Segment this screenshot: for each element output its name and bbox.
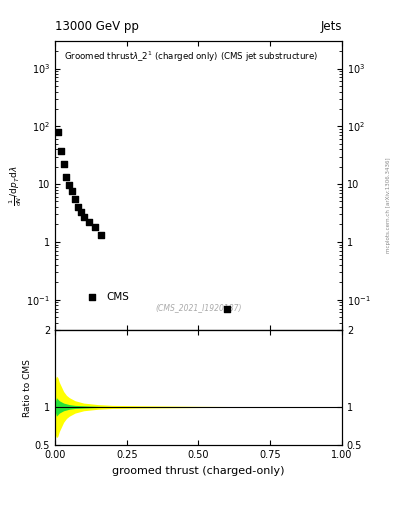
Point [78,208,84,216]
Point [75,203,81,211]
Point [63,173,70,181]
Point [66,181,73,189]
Text: Jets: Jets [320,20,342,33]
Point [92,223,98,231]
Point [89,293,95,302]
Point [58,146,64,155]
Point [55,128,61,136]
Point [61,160,67,168]
Point [224,305,230,313]
Point [86,218,93,226]
Y-axis label: $\frac{1}{\mathrm{d}N} / \mathrm{d}p_T \mathrm{d}\lambda$: $\frac{1}{\mathrm{d}N} / \mathrm{d}p_T \… [7,165,24,206]
Point [72,195,78,203]
Text: mcplots.cern.ch [arXiv:1306.3436]: mcplots.cern.ch [arXiv:1306.3436] [386,157,391,252]
Text: 13000 GeV pp: 13000 GeV pp [55,20,139,33]
Point [98,231,104,240]
Y-axis label: Ratio to CMS: Ratio to CMS [23,359,32,417]
Text: CMS: CMS [107,292,130,302]
X-axis label: groomed thrust (charged-only): groomed thrust (charged-only) [112,466,285,476]
Point [81,213,87,221]
Text: (CMS_2021_I1920187): (CMS_2021_I1920187) [155,304,242,312]
Text: Groomed thrust$\lambda\_2^1$ (charged only) (CMS jet substructure): Groomed thrust$\lambda\_2^1$ (charged on… [64,50,318,64]
Point [69,187,75,196]
